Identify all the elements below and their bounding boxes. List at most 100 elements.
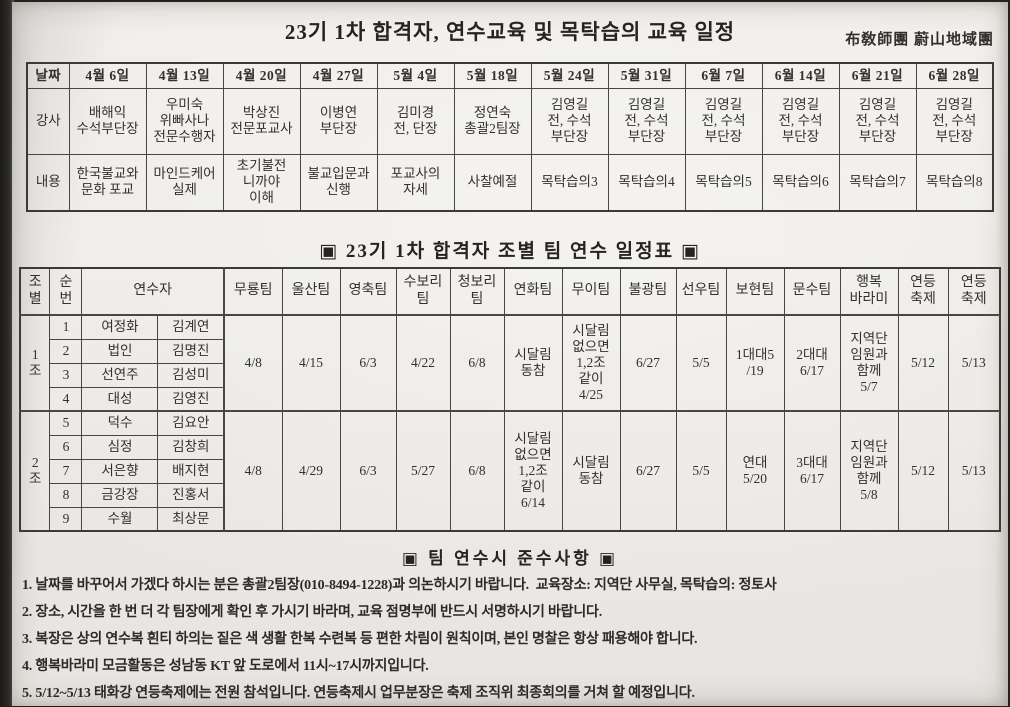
schedule-lecturer-cell: 김영길 전, 수석 부단장 bbox=[915, 87, 994, 155]
team-date-cell: 시달림 동참 bbox=[561, 410, 621, 532]
schedule-row-date: 날짜 4월 6일 4월 13일 4월 20일 4월 27일 5월 4일 5월 18일 5월 2… bbox=[26, 62, 994, 89]
notes-title: ▣ 팀 연수시 준수사항 ▣ bbox=[401, 549, 619, 568]
team-date-cell: 6/27 bbox=[619, 314, 677, 412]
team-date-cell: 5/12 bbox=[897, 314, 949, 412]
member-number: 9 bbox=[49, 506, 83, 532]
team-header-cell: 불광팀 bbox=[619, 267, 677, 316]
team-date-cell: 6/8 bbox=[449, 314, 505, 412]
team-date-cell: 5/12 bbox=[897, 410, 949, 532]
schedule-lecturer-cell: 김미경 전, 단장 bbox=[376, 87, 455, 155]
team-date-cell: 4/22 bbox=[395, 314, 451, 412]
schedule-lecturer-cell: 김영길 전, 수석 부단장 bbox=[761, 87, 840, 155]
team-date-cell: 4/8 bbox=[223, 410, 283, 532]
team-header-cell: 수보리 팀 bbox=[395, 267, 451, 316]
group-label: 1 조 bbox=[19, 314, 51, 412]
team-member-row: 2 조 5 덕수 김요안 4/8 4/29 6/3 5/27 6/8 시달림 없으면 1,2조 같… bbox=[19, 410, 1001, 532]
team-header-cell: 행복 바라미 bbox=[839, 267, 899, 316]
member-number: 6 bbox=[49, 434, 83, 460]
note-line: 4. 행복바라미 모금활동은 성남동 KT 앞 도로에서 11시~17시까지입니… bbox=[22, 659, 429, 674]
schedule-content-cell: 목탁습의6 bbox=[761, 153, 840, 212]
member-dharma-name: 여정화 bbox=[81, 314, 159, 340]
member-name: 김성미 bbox=[157, 362, 226, 388]
team-date-cell: 4/29 bbox=[281, 410, 341, 532]
note-line: 2. 장소, 시간을 한 번 더 각 팀장에게 확인 후 가시기 바라며, 교육… bbox=[22, 605, 602, 620]
team-header-cell: 순 번 bbox=[49, 267, 83, 316]
member-number: 8 bbox=[49, 482, 83, 508]
team-date-cell: 5/13 bbox=[947, 410, 1001, 532]
team-header-cell: 영축팀 bbox=[339, 267, 397, 316]
member-name: 진홍서 bbox=[157, 482, 226, 508]
team-date-cell: 6/3 bbox=[339, 410, 397, 532]
schedule-content-cell: 목탁습의7 bbox=[838, 153, 917, 212]
schedule-date-cell: 4월 6일 bbox=[68, 62, 147, 89]
member-number: 1 bbox=[49, 314, 83, 340]
schedule-date-cell: 6월 21일 bbox=[838, 62, 917, 89]
team-date-cell: 4/15 bbox=[281, 314, 341, 412]
team-member-row: 7 서은향 배지현 bbox=[20, 458, 1000, 484]
team-header-cell: 울산팀 bbox=[281, 267, 341, 316]
note-line: 5. 5/12~5/13 태화강 연등축제에는 전원 참석입니다. 연등축제시 … bbox=[22, 686, 695, 701]
team-date-cell: 5/5 bbox=[675, 314, 727, 412]
page-title: 23기 1차 합격자, 연수교육 및 목탁습의 교육 일정 bbox=[284, 20, 736, 44]
team-header-cell: 무룡팀 bbox=[223, 267, 283, 316]
schedule-date-cell: 6월 7일 bbox=[684, 62, 763, 89]
team-date-cell: 연대 5/20 bbox=[725, 410, 785, 532]
team-header-cell: 선우팀 bbox=[675, 267, 727, 316]
team-date-cell: 1대대5 /19 bbox=[725, 314, 785, 412]
schedule-date-cell: 6월 28일 bbox=[915, 62, 994, 89]
member-dharma-name: 선연주 bbox=[81, 362, 159, 388]
team-header-cell: 연등 축제 bbox=[947, 267, 1001, 316]
team-member-row: 9 수월 최상문 bbox=[20, 506, 1000, 532]
member-name: 배지현 bbox=[157, 458, 226, 484]
document-paper: 23기 1차 합격자, 연수교육 및 목탁습의 교육 일정 布敎師團 蔚山地域團… bbox=[12, 2, 1008, 706]
team-date-cell: 지역단 임원과 함께 5/8 bbox=[839, 410, 899, 532]
team-date-cell: 시달림 없으면 1,2조 같이 4/25 bbox=[561, 314, 621, 412]
notes-list: 1. 날짜를 바꾸어서 가겠다 하시는 분은 총괄2팀장(010-8494-12… bbox=[12, 570, 1008, 707]
member-name: 김명진 bbox=[157, 338, 226, 364]
member-name: 김요안 bbox=[157, 410, 226, 436]
schedule-date-cell: 6월 14일 bbox=[761, 62, 840, 89]
team-date-cell: 6/27 bbox=[619, 410, 677, 532]
member-number: 5 bbox=[49, 410, 83, 436]
schedule-content-cell: 마인드케어 실제 bbox=[145, 153, 224, 212]
member-dharma-name: 덕수 bbox=[81, 410, 159, 436]
team-header-cell: 청보리 팀 bbox=[449, 267, 505, 316]
team-header-cell: 연등 축제 bbox=[897, 267, 949, 316]
schedule-row-lecturer: 강사 배해익 수석부단장 우미숙 위빠사나 전문수행자 박상진 전문포교사 이병연 부단… bbox=[26, 87, 994, 155]
team-table-title: ▣ 23기 1차 합격자 조별 팀 연수 일정표 ▣ bbox=[319, 241, 701, 262]
member-name: 김창희 bbox=[157, 434, 226, 460]
schedule-date-cell: 5월 18일 bbox=[453, 62, 532, 89]
schedule-date-cell: 5월 4일 bbox=[376, 62, 455, 89]
member-dharma-name: 서은향 bbox=[81, 458, 159, 484]
member-dharma-name: 수월 bbox=[81, 506, 159, 532]
member-dharma-name: 심정 bbox=[81, 434, 159, 460]
member-number: 3 bbox=[49, 362, 83, 388]
team-date-cell: 2대대 6/17 bbox=[783, 314, 841, 412]
member-name: 김계연 bbox=[157, 314, 226, 340]
team-date-cell: 5/13 bbox=[947, 314, 1001, 412]
member-number: 4 bbox=[49, 386, 83, 412]
schedule-date-cell: 4월 13일 bbox=[145, 62, 224, 89]
schedule-content-cell: 목탁습의5 bbox=[684, 153, 763, 212]
schedule-row-label: 강사 bbox=[26, 87, 70, 155]
group-label: 2 조 bbox=[19, 410, 51, 532]
schedule-lecturer-cell: 김영길 전, 수석 부단장 bbox=[530, 87, 609, 155]
team-header-cell: 문수팀 bbox=[783, 267, 841, 316]
schedule-lecturer-cell: 배해익 수석부단장 bbox=[68, 87, 147, 155]
team-header-cell: 조 별 bbox=[19, 267, 51, 316]
team-member-row: 2 법인 김명진 bbox=[20, 338, 1000, 364]
member-dharma-name: 대성 bbox=[81, 386, 159, 412]
team-member-row: 3 선연주 김성미 bbox=[20, 362, 1000, 388]
team-date-cell: 6/8 bbox=[449, 410, 505, 532]
member-dharma-name: 금강장 bbox=[81, 482, 159, 508]
team-header-cell: 연수자 bbox=[81, 267, 226, 316]
schedule-content-cell: 목탁습의4 bbox=[607, 153, 686, 212]
schedule-row-label: 날짜 bbox=[26, 62, 70, 89]
note-line: 3. 복장은 상의 연수복 흰티 하의는 짙은 색 생활 한복 수련복 등 편한… bbox=[22, 632, 698, 647]
team-date-cell: 시달림 동참 bbox=[503, 314, 563, 412]
schedule-date-cell: 4월 27일 bbox=[299, 62, 378, 89]
schedule-content-cell: 포교사의 자세 bbox=[376, 153, 455, 212]
member-number: 2 bbox=[49, 338, 83, 364]
